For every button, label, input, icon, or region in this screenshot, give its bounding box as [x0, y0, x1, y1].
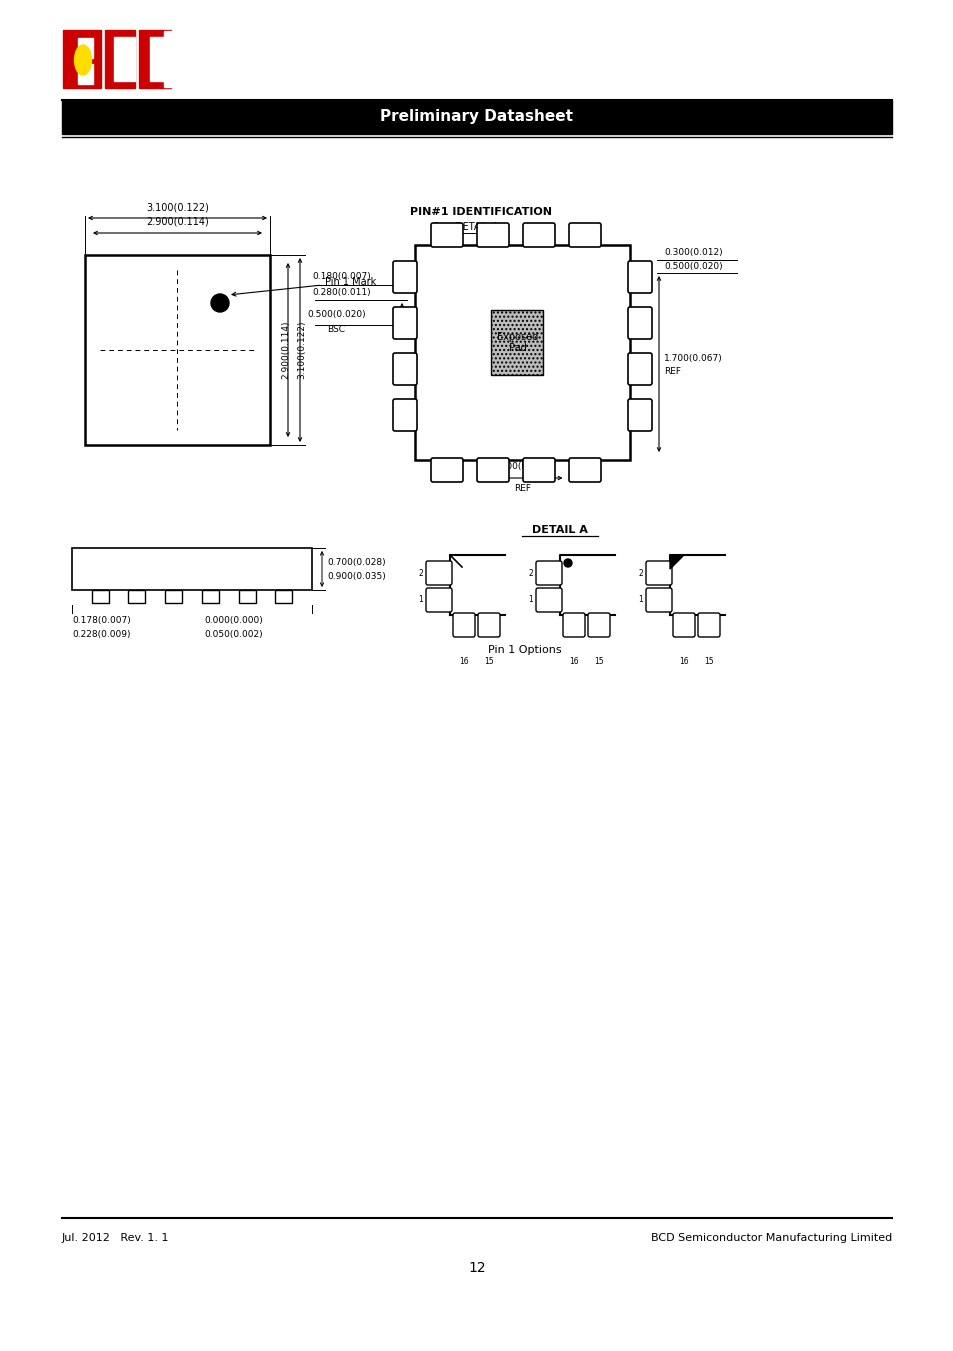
Text: 12: 12 [468, 1260, 485, 1275]
Polygon shape [669, 555, 683, 569]
Text: 1.700(0.067): 1.700(0.067) [663, 354, 722, 363]
Text: DETAIL A: DETAIL A [532, 526, 587, 535]
Text: REF: REF [514, 484, 531, 493]
Text: 0.280(0.011): 0.280(0.011) [312, 289, 370, 297]
Text: 15: 15 [484, 658, 494, 666]
Bar [415, 245, 629, 459]
Bar [139, 30, 171, 88]
FancyBboxPatch shape [627, 353, 651, 385]
Text: Preliminary Datasheet: Preliminary Datasheet [380, 109, 573, 124]
Circle shape [211, 295, 229, 312]
Text: 0.178(0.007): 0.178(0.007) [71, 616, 131, 626]
Bar [129, 590, 145, 603]
Bar [275, 590, 292, 603]
Text: Pin 1 Options: Pin 1 Options [488, 644, 561, 655]
Bar [202, 590, 218, 603]
Text: 15: 15 [703, 658, 713, 666]
FancyBboxPatch shape [477, 613, 499, 638]
Bar [71, 549, 312, 590]
Text: 0.300(0.012): 0.300(0.012) [663, 249, 721, 258]
Text: 16: 16 [458, 658, 468, 666]
Text: 2: 2 [417, 569, 422, 577]
Text: 0.050(0.002): 0.050(0.002) [204, 630, 262, 639]
Text: 16: 16 [679, 658, 688, 666]
FancyBboxPatch shape [536, 588, 561, 612]
FancyBboxPatch shape [568, 458, 600, 482]
Bar [78, 63, 92, 84]
FancyBboxPatch shape [627, 399, 651, 431]
FancyBboxPatch shape [522, 458, 555, 482]
FancyBboxPatch shape [393, 399, 416, 431]
FancyBboxPatch shape [431, 223, 462, 247]
Text: See: See [433, 222, 454, 232]
Text: 2: 2 [638, 569, 642, 577]
Bar [91, 590, 109, 603]
Text: 0.228(0.009): 0.228(0.009) [71, 630, 131, 639]
Bar [62, 100, 891, 134]
Bar [85, 255, 270, 444]
Text: REF: REF [663, 367, 680, 377]
Bar [78, 38, 92, 58]
FancyBboxPatch shape [672, 613, 695, 638]
Text: 2.900(0.114): 2.900(0.114) [146, 218, 209, 227]
Text: 3.100(0.122): 3.100(0.122) [146, 203, 209, 212]
Ellipse shape [74, 45, 91, 76]
FancyBboxPatch shape [476, 223, 509, 247]
Text: Pin 1 Mark: Pin 1 Mark [232, 277, 375, 296]
Text: 1: 1 [638, 596, 642, 604]
Text: 3.100(0.122): 3.100(0.122) [297, 320, 306, 380]
FancyBboxPatch shape [562, 613, 584, 638]
FancyBboxPatch shape [393, 307, 416, 339]
FancyBboxPatch shape [627, 261, 651, 293]
Text: BCD Semiconductor Manufacturing Limited: BCD Semiconductor Manufacturing Limited [650, 1233, 891, 1243]
Bar [63, 30, 101, 88]
Circle shape [563, 559, 572, 567]
Text: 15: 15 [594, 658, 603, 666]
FancyBboxPatch shape [431, 458, 462, 482]
Text: 2.900(0.114): 2.900(0.114) [281, 320, 291, 380]
FancyBboxPatch shape [453, 613, 475, 638]
Bar [150, 36, 171, 81]
FancyBboxPatch shape [522, 223, 555, 247]
Text: 0.500(0.020): 0.500(0.020) [307, 311, 365, 319]
Text: PIN#1 IDENTIFICATION: PIN#1 IDENTIFICATION [410, 207, 552, 218]
Text: 0.900(0.035): 0.900(0.035) [327, 571, 385, 581]
FancyBboxPatch shape [568, 223, 600, 247]
Bar [238, 590, 255, 603]
Bar [164, 31, 172, 86]
FancyBboxPatch shape [476, 458, 509, 482]
Bar [491, 309, 543, 376]
FancyBboxPatch shape [426, 588, 452, 612]
Text: DETAIL A: DETAIL A [455, 222, 498, 232]
Text: 0.700(0.028): 0.700(0.028) [327, 558, 385, 566]
Bar [113, 36, 135, 81]
Text: 0.500(0.020): 0.500(0.020) [663, 262, 721, 272]
Text: N1: N1 [490, 230, 503, 240]
FancyBboxPatch shape [393, 261, 416, 293]
Bar [105, 30, 135, 88]
FancyBboxPatch shape [698, 613, 720, 638]
Text: 0.000(0.000): 0.000(0.000) [204, 616, 262, 626]
Text: Jul. 2012   Rev. 1. 1: Jul. 2012 Rev. 1. 1 [62, 1233, 170, 1243]
FancyBboxPatch shape [645, 588, 671, 612]
Text: Exposed
Pad: Exposed Pad [497, 332, 537, 354]
FancyBboxPatch shape [393, 353, 416, 385]
Text: 16: 16 [569, 658, 578, 666]
FancyBboxPatch shape [645, 561, 671, 585]
FancyBboxPatch shape [587, 613, 609, 638]
Text: 0.180(0.007): 0.180(0.007) [312, 273, 371, 281]
Text: BSC: BSC [327, 324, 345, 334]
Text: 1: 1 [528, 596, 533, 604]
Text: 2: 2 [528, 569, 533, 577]
FancyBboxPatch shape [426, 561, 452, 585]
Bar [165, 590, 182, 603]
FancyBboxPatch shape [627, 307, 651, 339]
Text: 1.700(0.067): 1.700(0.067) [493, 462, 551, 471]
FancyBboxPatch shape [536, 561, 561, 585]
Text: 1: 1 [417, 596, 422, 604]
